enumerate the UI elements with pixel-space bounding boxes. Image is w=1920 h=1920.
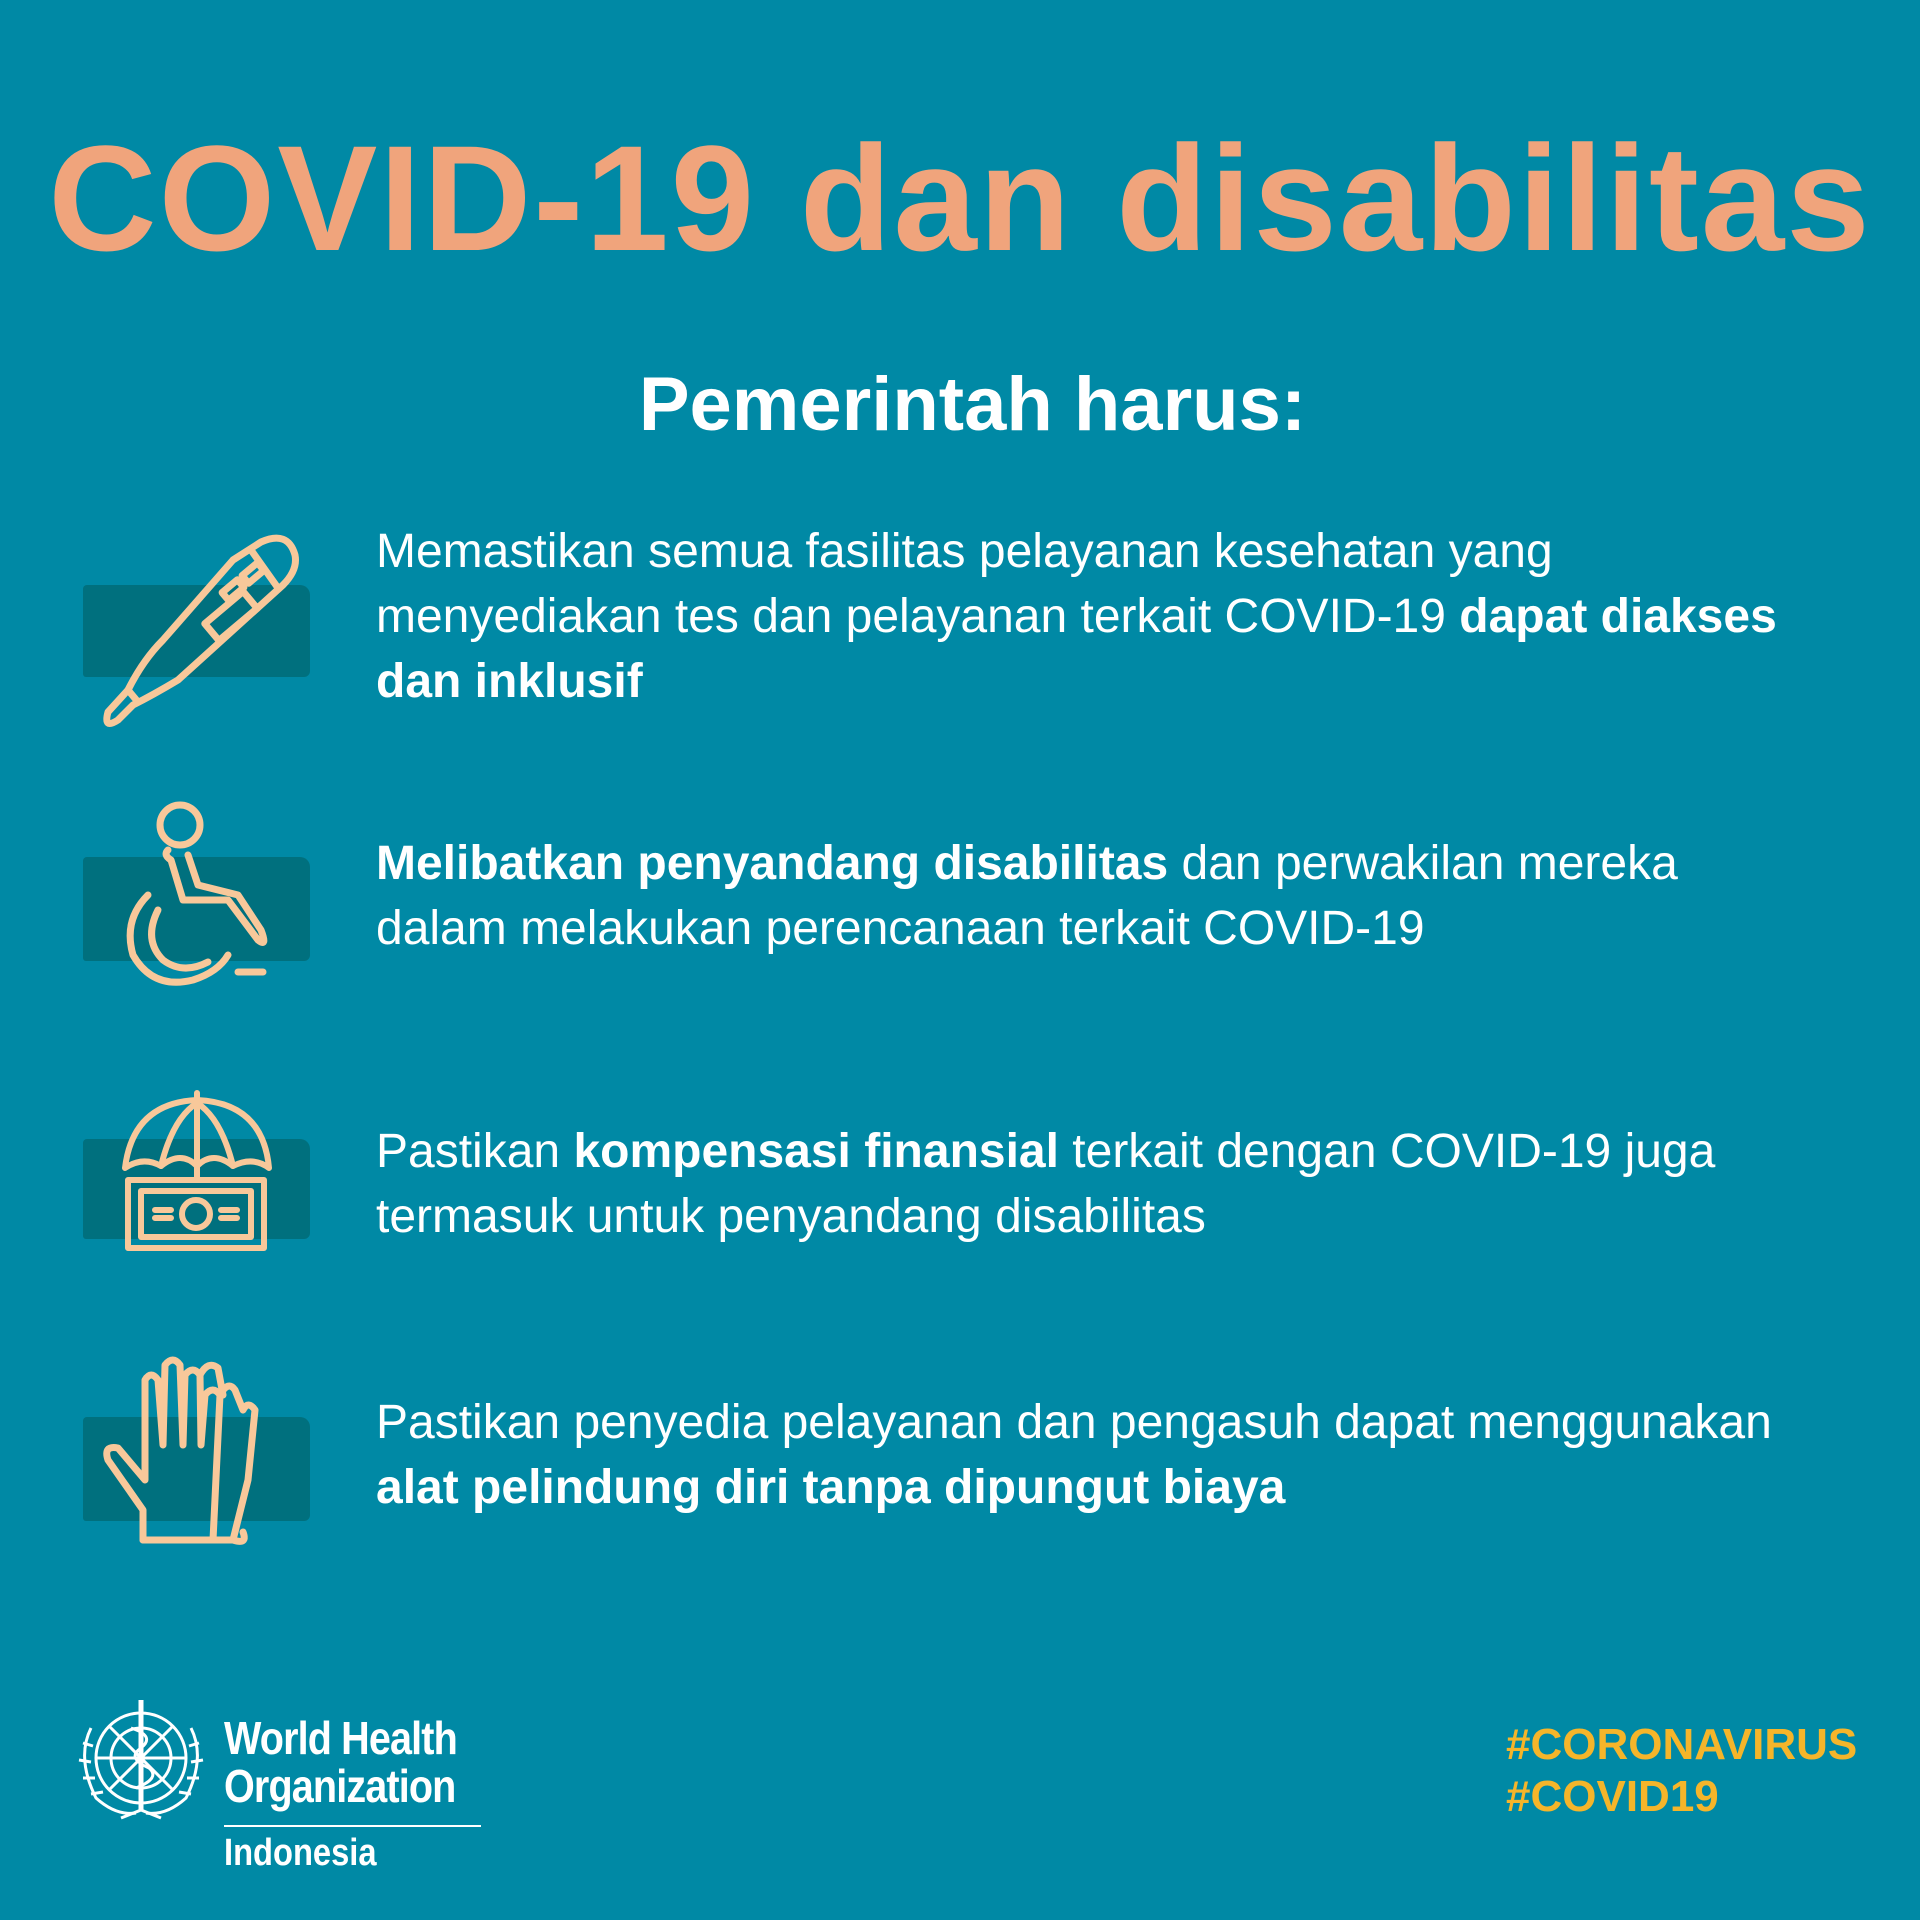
icon-background-patch [83,1417,310,1521]
item-2-text: Melibatkan penyandang disabilitas dan pe… [376,837,1678,955]
gloves-icon [83,1350,310,1550]
item-1-text: Memastikan semua fasilitas pelayanan kes… [376,525,1777,708]
wheelchair-icon [83,800,310,990]
who-logo-text: World Health Organization [224,1712,458,1812]
logo-country: Indonesia [224,1832,377,1874]
hashtag-coronavirus: #CORONAVIRUS [1506,1720,1858,1769]
subtitle: Pemerintah harus: [638,362,1307,447]
umbrella-money-icon [83,1088,310,1258]
who-emblem-logo [71,1698,211,1828]
logo-divider [224,1825,481,1827]
page-title: COVID-19 dan disabilitas [48,114,1872,282]
hashtag-covid19: #COVID19 [1506,1772,1719,1821]
thermometer-icon [83,530,310,728]
item-3-text: Pastikan kompensasi finansial terkait de… [376,1125,1716,1243]
item-4-text: Pastikan penyedia pelayanan dan pengasuh… [376,1396,1772,1514]
